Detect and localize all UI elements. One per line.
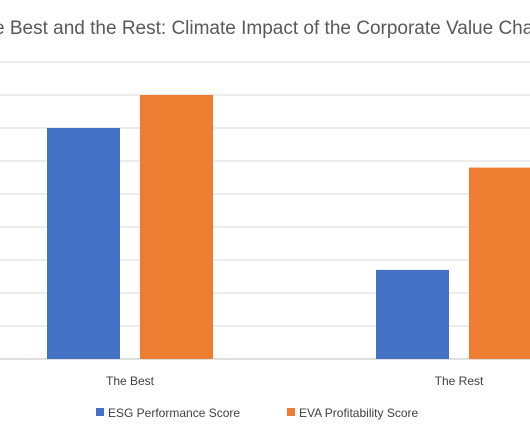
bar-eva-the-rest: [469, 167, 530, 359]
legend-swatch: [287, 408, 295, 416]
legend-swatch: [96, 408, 104, 416]
x-tick-label: The Best: [106, 374, 155, 388]
bars: [47, 95, 530, 359]
bar-esg-the-best: [47, 128, 120, 359]
bar-eva-the-best: [140, 95, 213, 359]
legend-label: ESG Performance Score: [108, 406, 240, 420]
x-tick-label: The Rest: [435, 374, 484, 388]
bar-esg-the-rest: [376, 269, 449, 359]
legend: ESG Performance Score EVA Profitability S…: [96, 406, 418, 420]
x-axis-tick-labels: The Best The Rest: [106, 374, 484, 388]
chart-title: e Best and the Rest: Climate Impact of t…: [0, 18, 530, 39]
legend-label: EVA Profitability Score: [299, 406, 418, 420]
